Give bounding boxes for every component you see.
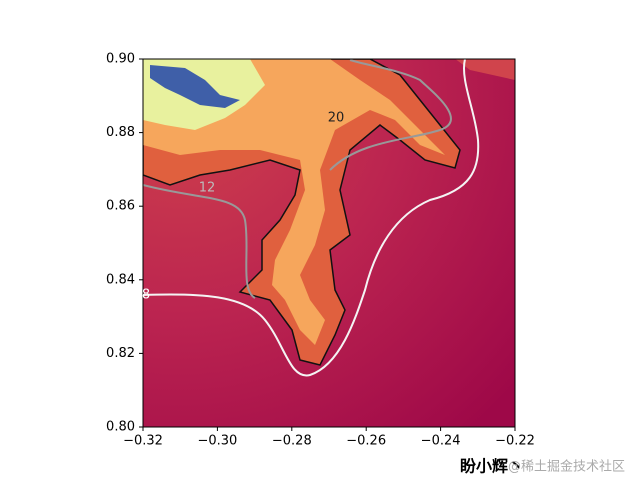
contour-label: 12 xyxy=(199,181,216,196)
fractal-deep xyxy=(150,65,240,108)
x-tick-label: −0.26 xyxy=(346,434,386,449)
x-tick-label: −0.30 xyxy=(197,434,237,449)
y-tick-label: 0.90 xyxy=(106,52,135,67)
region xyxy=(143,59,515,80)
fractal-core xyxy=(143,59,445,345)
y-tick-label: 0.84 xyxy=(106,272,135,287)
x-tick-label: −0.28 xyxy=(272,434,312,449)
watermark-author: 盼小辉丶 xyxy=(460,457,524,476)
y-tick-label: 0.88 xyxy=(106,125,135,140)
fractal-image xyxy=(143,59,515,427)
contour-line xyxy=(143,59,452,299)
contour-label: 20 xyxy=(328,111,345,126)
x-tick-label: −0.32 xyxy=(123,434,163,449)
y-tick-label: 0.82 xyxy=(106,346,135,361)
contour-label: 8 xyxy=(142,288,150,303)
y-tick-label: 0.80 xyxy=(106,420,135,435)
contour-line xyxy=(143,59,480,377)
x-tick-label: −0.22 xyxy=(495,434,535,449)
plot-frame xyxy=(142,58,516,428)
x-tick-label: −0.24 xyxy=(421,434,461,449)
watermark-site: @稀土掘金技术社区 xyxy=(508,459,625,475)
y-tick-label: 0.86 xyxy=(106,199,135,214)
